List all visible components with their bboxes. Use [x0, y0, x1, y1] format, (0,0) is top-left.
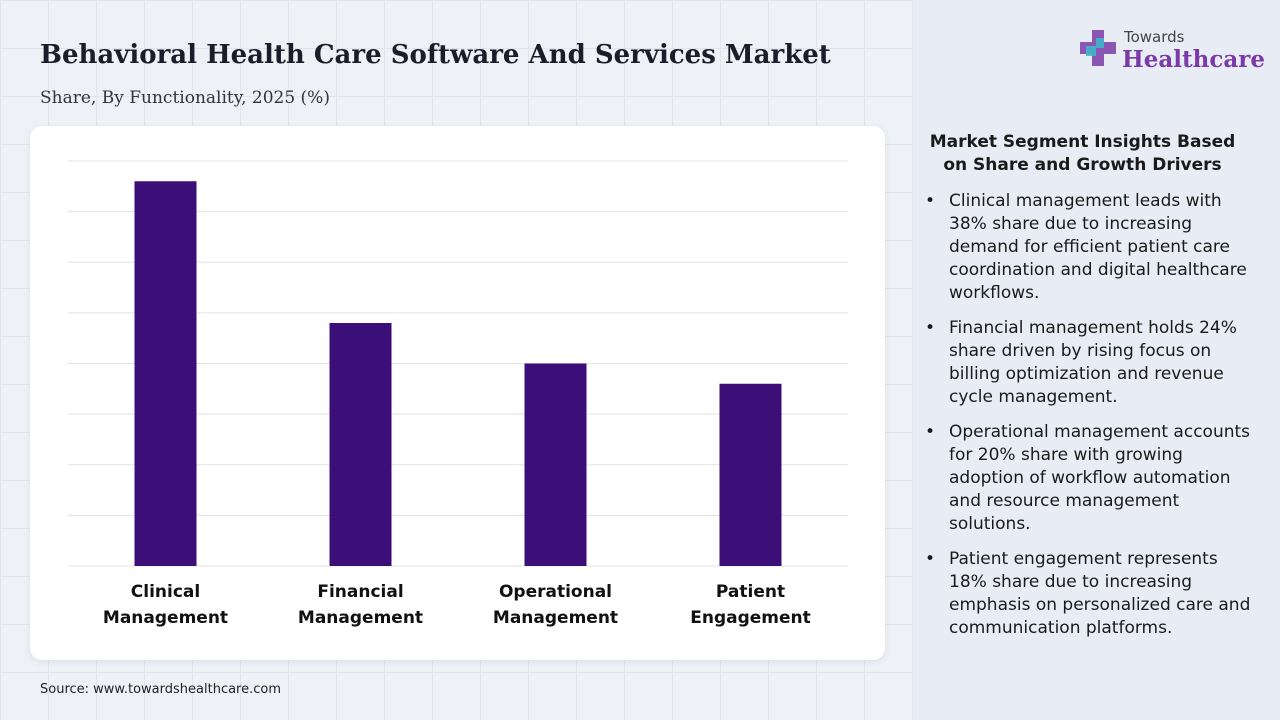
insight-item: Patient engagement represents 18% share …: [925, 548, 1255, 640]
chart: [68, 160, 848, 567]
source: Source: www.towardshealthcare.com: [40, 682, 282, 697]
insights-list: Clinical management leads with 38% share…: [925, 190, 1255, 652]
bar: [329, 323, 392, 566]
x-tick-label: Operational Management: [492, 582, 619, 628]
bar: [719, 383, 782, 566]
title: Behavioral Health Care Software And Serv…: [40, 40, 831, 70]
insights-title: Market Segment Insights Based on Share a…: [929, 132, 1236, 175]
bar: [134, 181, 197, 566]
bar: [524, 363, 587, 566]
subtitle: Share, By Functionality, 2025 (%): [40, 88, 330, 108]
x-tick-label: Patient Engagement: [690, 582, 811, 628]
insight-item: Financial management holds 24% share dri…: [925, 317, 1255, 409]
x-tick-label: Financial Management: [297, 582, 424, 628]
insight-item: Operational management accounts for 20% …: [925, 421, 1255, 536]
x-tick-label: Clinical Management: [102, 582, 229, 628]
logo-text: Towards: [1124, 28, 1185, 46]
logo-text: Healthcare: [1122, 46, 1266, 73]
insight-item: Clinical management leads with 38% share…: [925, 190, 1255, 305]
logo-icon: [1080, 30, 1116, 66]
